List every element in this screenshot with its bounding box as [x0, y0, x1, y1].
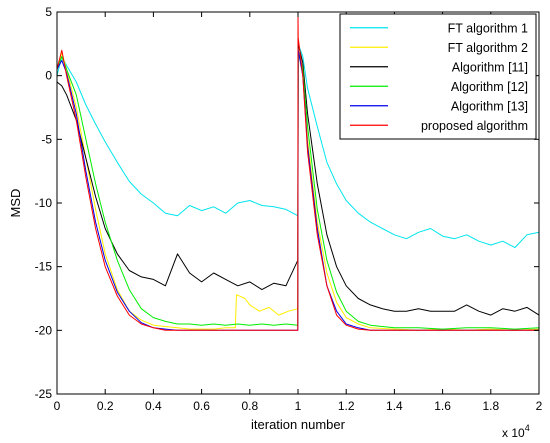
x-tick-label: 1.4 — [386, 399, 403, 413]
x-tick-label: 0.8 — [241, 399, 258, 413]
series-line-6 — [56, 11, 539, 331]
legend: FT algorithm 1 FT algorithm 2 Algorithm [1… — [339, 13, 537, 140]
y-tick-label: 0 — [45, 69, 52, 83]
x-tick-label: 1.2 — [338, 399, 355, 413]
x-tick-label: 0.6 — [193, 399, 210, 413]
legend-label: Algorithm [11] — [452, 60, 528, 74]
x-tick-label: 0 — [54, 399, 61, 413]
x-axis-title: iteration number — [251, 417, 346, 432]
x-multiplier: x 104 — [502, 423, 530, 440]
x-multiplier-exp: 4 — [525, 423, 530, 433]
legend-label: FT algorithm 1 — [448, 21, 528, 35]
y-tick-label: -5 — [41, 132, 52, 146]
y-tick-label: -20 — [35, 323, 53, 337]
y-tick-label: 5 — [45, 5, 52, 19]
series-layer — [56, 11, 540, 331]
tick-layer: 0 0.2 0.4 0.6 0.8 1 1.2 1.4 1.6 1.8 2 5 0 -5 -10 -15 -20… — [35, 5, 543, 413]
x-tick-label: 1.8 — [482, 399, 499, 413]
legend-label: proposed algorithm — [421, 119, 528, 133]
x-tick-label: 1 — [295, 399, 302, 413]
series-line-4 — [56, 49, 540, 330]
x-tick-label: 0.4 — [145, 399, 162, 413]
y-tick-label: -25 — [35, 387, 53, 401]
y-axis-title: MSD — [8, 189, 23, 218]
y-tick-label: -10 — [35, 196, 53, 210]
legend-label: FT algorithm 2 — [448, 41, 528, 55]
x-tick-label: 1.6 — [434, 399, 451, 413]
series-line-2 — [56, 49, 540, 331]
y-tick-label: -15 — [35, 260, 53, 274]
x-tick-label: 0.2 — [97, 399, 114, 413]
x-tick-label: 2 — [536, 399, 543, 413]
legend-label: Algorithm [12] — [451, 80, 528, 94]
legend-label: Algorithm [13] — [451, 99, 528, 113]
legend-box — [339, 13, 537, 140]
x-multiplier-base: x 10 — [502, 426, 525, 440]
